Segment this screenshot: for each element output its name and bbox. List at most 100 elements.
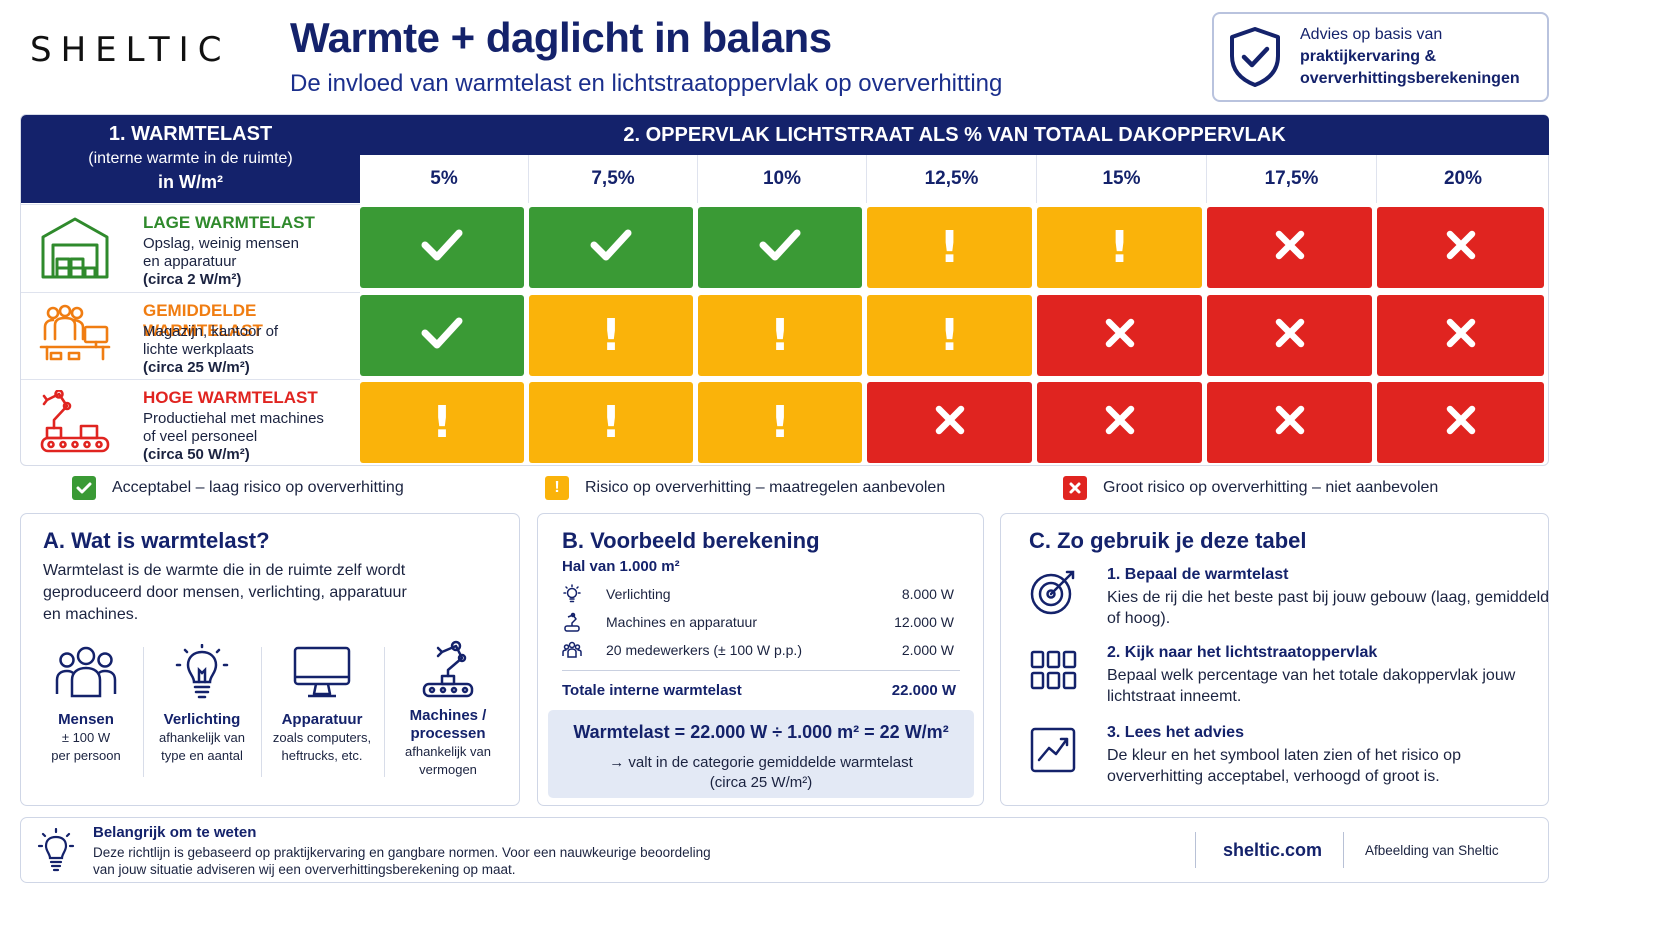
item-desc: afhankelijk van xyxy=(405,744,491,759)
risk-cell-red xyxy=(1207,382,1372,463)
panel-voorbeeld-berekening: B. Voorbeeld berekening Hal van 1.000 m²… xyxy=(537,513,984,806)
risk-cell-red xyxy=(1377,207,1544,288)
chart-trend-icon xyxy=(1030,727,1076,773)
risk-cell-orange: ! xyxy=(867,295,1032,376)
warmtelast-row-label: HOGE WARMTELAST Productiehal met machines… xyxy=(21,379,360,466)
shield-check-icon xyxy=(1230,27,1280,87)
item-mensen: Mensen ± 100 W per persoon xyxy=(31,644,141,765)
row-description-line: of veel personeel xyxy=(143,428,258,445)
row-description-line: (circa 50 W/m²) xyxy=(143,446,250,463)
cross-icon xyxy=(1275,318,1305,353)
warmtelast-header-sub: (interne warmte in de ruimte) xyxy=(88,150,293,167)
page-title: Warmte + daglicht in balans xyxy=(290,14,832,61)
grid-icon xyxy=(1030,650,1077,690)
panel-wat-is-warmtelast: A. Wat is warmtelast? Warmtelast is de w… xyxy=(20,513,520,806)
lichtstraat-header: 2. OPPERVLAK LICHTSTRAAT ALS % VAN TOTAA… xyxy=(360,115,1549,155)
risk-cell-red xyxy=(1207,295,1372,376)
item-desc: heftrucks, etc. xyxy=(281,748,363,763)
warmtelast-header-title: 1. WARMTELAST xyxy=(108,123,273,145)
people-icon xyxy=(55,646,117,698)
panel-c-title: C. Zo gebruik je deze tabel xyxy=(1029,528,1307,553)
exclamation-icon: ! xyxy=(600,310,622,361)
calc-row-machines: Machines en apparatuur 12.000 W xyxy=(562,612,962,634)
item-desc: zoals computers, xyxy=(272,730,372,745)
divider xyxy=(562,670,960,671)
robot-arm-icon xyxy=(564,612,580,632)
check-icon xyxy=(758,227,802,268)
advice-line-1: Advies op basis van xyxy=(1300,26,1443,43)
sheltic-logo: SHELTIC xyxy=(30,30,231,70)
item-name-2: processen xyxy=(410,725,486,742)
legend-red-label: Groot risico op oververhitting – niet aa… xyxy=(1103,479,1439,496)
item-name: Verlichting xyxy=(163,711,241,728)
row-description: Opslag, weinig mensen en apparatuur (circa… xyxy=(143,235,299,289)
risk-cell-red xyxy=(1377,295,1544,376)
exclamation-icon: ! xyxy=(1109,222,1130,273)
panel-b-subtitle: Hal van 1.000 m² xyxy=(562,558,680,575)
divider xyxy=(143,647,144,777)
risk-cell-green xyxy=(698,207,862,288)
calc-result-box: Warmtelast = 22.000 W ÷ 1.000 m² = 22 W/… xyxy=(548,710,974,798)
calc-result-line: → valt in de categorie gemiddelde warmte… xyxy=(609,754,913,771)
risk-cell-orange: ! xyxy=(360,382,524,463)
risk-cell-orange: ! xyxy=(698,382,862,463)
legend-green: Acceptabel – laag risico op oververhitti… xyxy=(72,476,404,500)
item-name: Mensen xyxy=(58,711,114,728)
footer: Belangrijk om te weten Deze richtlijn is… xyxy=(20,817,1549,883)
exclamation-icon: ! xyxy=(600,397,622,448)
risk-matrix: 1. WARMTELAST (interne warmte in de ruim… xyxy=(20,114,1549,466)
exclamation-icon: ! xyxy=(431,397,453,448)
warmtelast-row-label: LAGE WARMTELAST Opslag, weinig mensen en a… xyxy=(21,204,360,291)
website-link[interactable]: sheltic.com xyxy=(1223,840,1323,860)
step-title: 2. Kijk naar het lichtstraatoppervlak xyxy=(1107,644,1378,661)
risk-cell-red xyxy=(1207,207,1372,288)
percentage-header: 20% xyxy=(1443,168,1483,189)
row-description-line: (circa 25 W/m²) xyxy=(143,359,250,376)
calc-total-value: 22.000 W xyxy=(891,682,956,699)
calc-equation: Warmtelast = 22.000 W ÷ 1.000 m² = 22 W/… xyxy=(573,722,949,742)
row-title: HOGE WARMTELAST xyxy=(143,388,318,407)
item-verlichting: Verlichting afhankelijk van type en aant… xyxy=(143,643,261,765)
risk-cell-green xyxy=(529,207,693,288)
divider xyxy=(261,647,262,777)
risk-cell-orange: ! xyxy=(867,207,1032,288)
people-icon xyxy=(562,641,582,658)
panel-b-title: B. Voorbeeld berekening xyxy=(562,528,820,553)
risk-cell-red xyxy=(1037,382,1202,463)
percentage-header: 15% xyxy=(1037,155,1207,203)
image-credit: Afbeelding van Sheltic xyxy=(1365,843,1499,858)
row-title: GEMIDDELDE WARMTELAST xyxy=(143,301,263,340)
legend-orange: ! Risico op oververhitting – maatregelen… xyxy=(545,476,945,500)
risk-cell-orange: ! xyxy=(529,382,693,463)
divider xyxy=(1343,832,1344,868)
exclamation-icon: ! xyxy=(939,222,960,273)
percentage-header: 5% xyxy=(360,155,529,203)
panel-a-text-line: en machines. xyxy=(43,606,139,623)
item-name: Machines / xyxy=(409,707,487,724)
sun-bulb-icon xyxy=(563,584,581,603)
exclamation-icon: ! xyxy=(545,476,569,500)
cross-icon xyxy=(1446,230,1476,265)
exclamation-icon: ! xyxy=(769,397,791,448)
check-icon xyxy=(420,315,464,356)
calc-row-verlichting: Verlichting 8.000 W xyxy=(562,584,962,606)
page-subtitle: De invloed van warmtelast en lichtstraat… xyxy=(290,70,1003,97)
footer-text: Deze richtlijn is gebaseerd op praktijke… xyxy=(93,844,813,878)
row-description-line: Opslag, weinig mensen xyxy=(143,235,299,252)
cross-icon xyxy=(1275,230,1305,265)
item-name: Apparatuur xyxy=(281,711,363,728)
check-icon xyxy=(72,476,96,500)
legend-orange-label: Risico op oververhitting – maatregelen a… xyxy=(585,479,946,496)
calc-value: 12.000 W xyxy=(894,614,954,630)
percentage-header: 7,5% xyxy=(529,155,698,203)
calc-row-medewerkers: 20 medewerkers (± 100 W p.p.) 2.000 W xyxy=(562,640,962,662)
lightbulb-icon xyxy=(37,828,75,872)
footer-text-line: Deze richtlijn is gebaseerd op praktijke… xyxy=(93,845,711,860)
target-icon xyxy=(1030,570,1075,615)
warehouse-icon xyxy=(39,215,111,284)
item-machines: Machines / processen afhankelijk van ver… xyxy=(385,638,511,779)
divider xyxy=(1195,832,1196,868)
panel-a-text: Warmtelast is de warmte die in de ruimte… xyxy=(43,560,407,626)
office-people-icon xyxy=(39,303,111,372)
row-description-line: en apparatuur xyxy=(143,253,237,270)
